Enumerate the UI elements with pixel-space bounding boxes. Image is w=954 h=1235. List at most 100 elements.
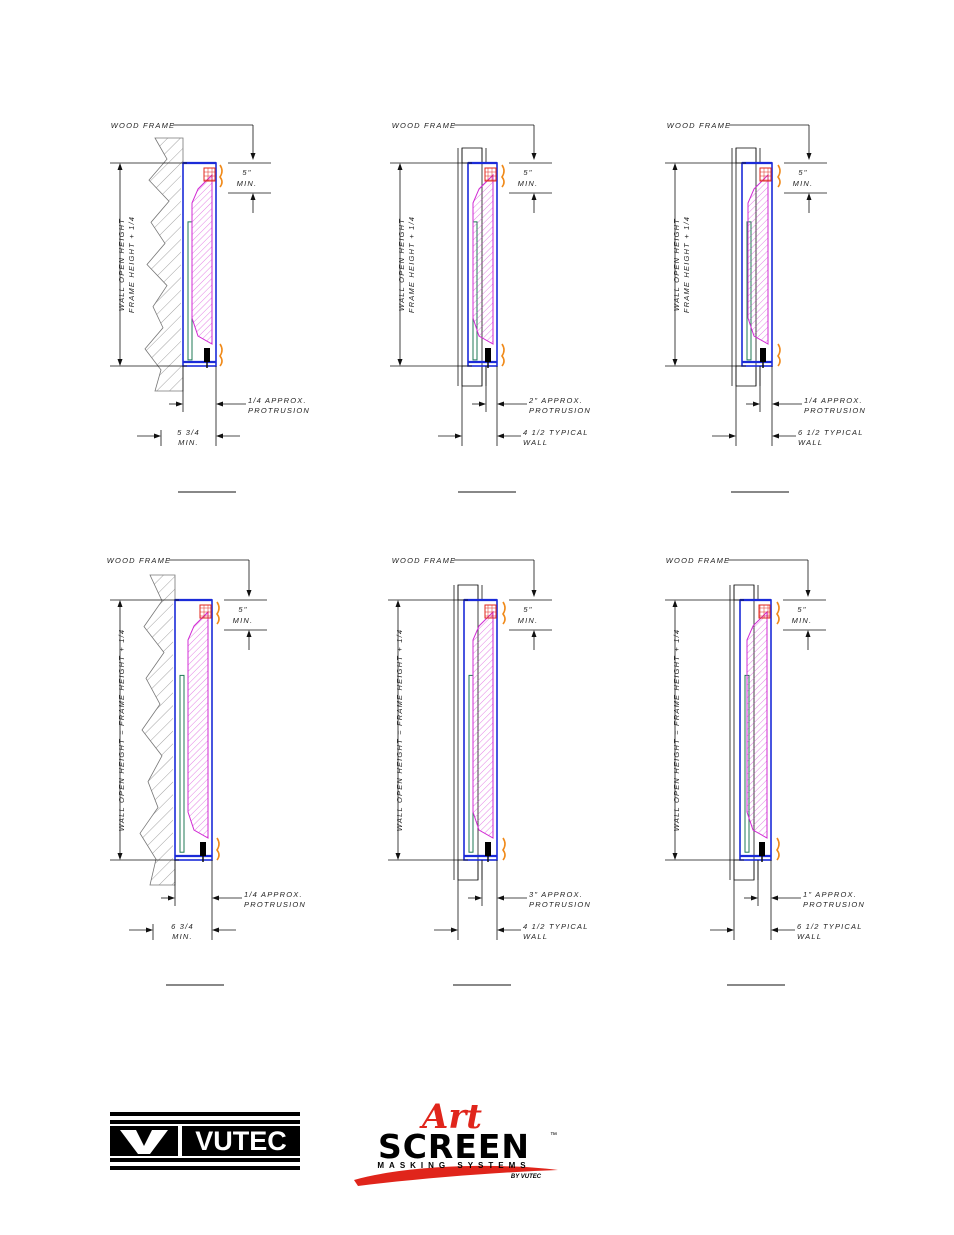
height-label-1: WALL OPEN HEIGHT: [672, 218, 681, 311]
arrowhead: [805, 590, 811, 597]
arrowhead: [805, 630, 811, 637]
bottom-stud: [735, 365, 757, 387]
detail-3: WOOD FRAME 5" MIN. WALL OPEN HEIGHT FRAME HE…: [665, 121, 866, 493]
bottom-stud: [457, 859, 479, 881]
arrowhead: [117, 163, 123, 170]
arrowhead: [497, 927, 504, 933]
height-label: WALL OPEN HEIGHT = FRAME HEIGHT + 1/4: [117, 629, 126, 832]
depth-value: 6 1/2 TYPICAL: [798, 428, 864, 437]
wood-frame-block: [484, 167, 497, 182]
trademark: ™: [550, 1132, 557, 1139]
protrusion-value: 3" APPROX.: [529, 890, 583, 899]
bottom-bracket: [777, 343, 781, 367]
arrowhead: [727, 927, 734, 933]
arrowhead: [672, 163, 678, 170]
wood-frame-block: [199, 604, 212, 619]
detail-5: WOOD FRAME 5" MIN. WALL OPEN HEIGHT = FRAME…: [388, 556, 591, 986]
arrowhead: [117, 359, 123, 366]
masonry-wall: [144, 137, 184, 392]
masking-screen: [187, 610, 209, 839]
top-dim-value: 5": [797, 605, 806, 614]
wood-frame-block: [203, 167, 216, 182]
arrowhead: [246, 630, 252, 637]
green-panel: [179, 674, 185, 853]
bottom-bracket: [502, 837, 506, 861]
top-stud: [461, 147, 483, 164]
arrowhead: [216, 401, 223, 407]
top-bracket: [501, 164, 505, 188]
wood-frame-label: WOOD FRAME: [107, 556, 172, 565]
height-label-1: WALL OPEN HEIGHT: [117, 218, 126, 311]
masking-screen: [472, 610, 494, 839]
arrowhead: [395, 600, 401, 607]
arrowhead: [772, 401, 779, 407]
bottom-stud: [461, 365, 483, 387]
depth-sub: WALL: [798, 438, 823, 447]
arrowhead: [117, 853, 123, 860]
depth-sub: MIN.: [178, 438, 199, 447]
arrowhead: [176, 401, 183, 407]
masking-screen: [747, 173, 769, 345]
bottom-bracket: [776, 837, 780, 861]
height-label-2: FRAME HEIGHT + 1/4: [682, 216, 691, 313]
arrowhead: [168, 895, 175, 901]
bottom-clamp: [760, 348, 766, 362]
top-dim-sub: MIN.: [237, 179, 258, 188]
arrowhead: [395, 853, 401, 860]
wood-frame-label: WOOD FRAME: [111, 121, 176, 130]
detail-4: WOOD FRAME 5" MIN. WALL OPEN HEIGHT = FRAME…: [107, 556, 305, 986]
protrusion-sub: PROTRUSION: [529, 900, 591, 909]
bottom-bracket: [219, 343, 223, 367]
top-dim-sub: MIN.: [233, 616, 254, 625]
arrowhead: [531, 153, 537, 160]
protrusion-value: 2" APPROX.: [528, 396, 583, 405]
arrowhead: [806, 193, 812, 200]
bottom-clamp: [485, 842, 491, 856]
arrowhead: [497, 895, 504, 901]
depth-value: 6 3/4: [171, 922, 194, 931]
arrowhead: [672, 853, 678, 860]
bottom-bracket: [501, 343, 505, 367]
green-panel: [468, 674, 474, 853]
masking-screen: [746, 610, 768, 839]
wood-frame-block: [759, 167, 772, 182]
bottom-clamp: [204, 348, 210, 362]
arrowhead: [212, 927, 219, 933]
arrowhead: [250, 153, 256, 160]
top-dim-sub: MIN.: [792, 616, 813, 625]
protrusion-sub: PROTRUSION: [529, 406, 591, 415]
protrusion-sub: PROTRUSION: [803, 900, 865, 909]
bottom-clamp: [759, 842, 765, 856]
vutec-v-icon: [120, 1130, 168, 1154]
arrowhead: [806, 153, 812, 160]
wood-frame-label: WOOD FRAME: [667, 121, 732, 130]
arrowhead: [751, 895, 758, 901]
top-stud: [735, 147, 757, 164]
top-dim-sub: MIN.: [793, 179, 814, 188]
arrowhead: [479, 401, 486, 407]
arrowhead: [397, 163, 403, 170]
arrowhead: [497, 401, 504, 407]
wood-frame-block: [758, 604, 771, 619]
protrusion-sub: PROTRUSION: [804, 406, 866, 415]
masking-screen: [472, 173, 494, 345]
arrowhead: [531, 193, 537, 200]
protrusion-sub: PROTRUSION: [248, 406, 310, 415]
top-bracket: [776, 601, 780, 625]
top-bracket: [219, 164, 223, 188]
depth-sub: MIN.: [172, 932, 193, 941]
top-dim-value: 5": [523, 168, 532, 177]
protrusion-value: 1/4 APPROX.: [248, 396, 307, 405]
protrusion-value: 1/4 APPROX.: [244, 890, 303, 899]
bottom-clamp: [200, 842, 206, 856]
bottom-bracket: [216, 837, 220, 861]
by-vutec: BY VUTEC: [511, 1174, 542, 1180]
detail-1: WOOD FRAME 5" MIN. WALL OPEN HEIGHT FRAME HE…: [110, 121, 310, 493]
protrusion-value: 1/4 APPROX.: [804, 396, 863, 405]
masking-systems: MASKING SYSTEMS: [377, 1161, 530, 1170]
depth-value: 6 1/2 TYPICAL: [797, 922, 863, 931]
top-bracket: [216, 601, 220, 625]
arrowhead: [772, 433, 779, 439]
top-dim-sub: MIN.: [518, 179, 539, 188]
